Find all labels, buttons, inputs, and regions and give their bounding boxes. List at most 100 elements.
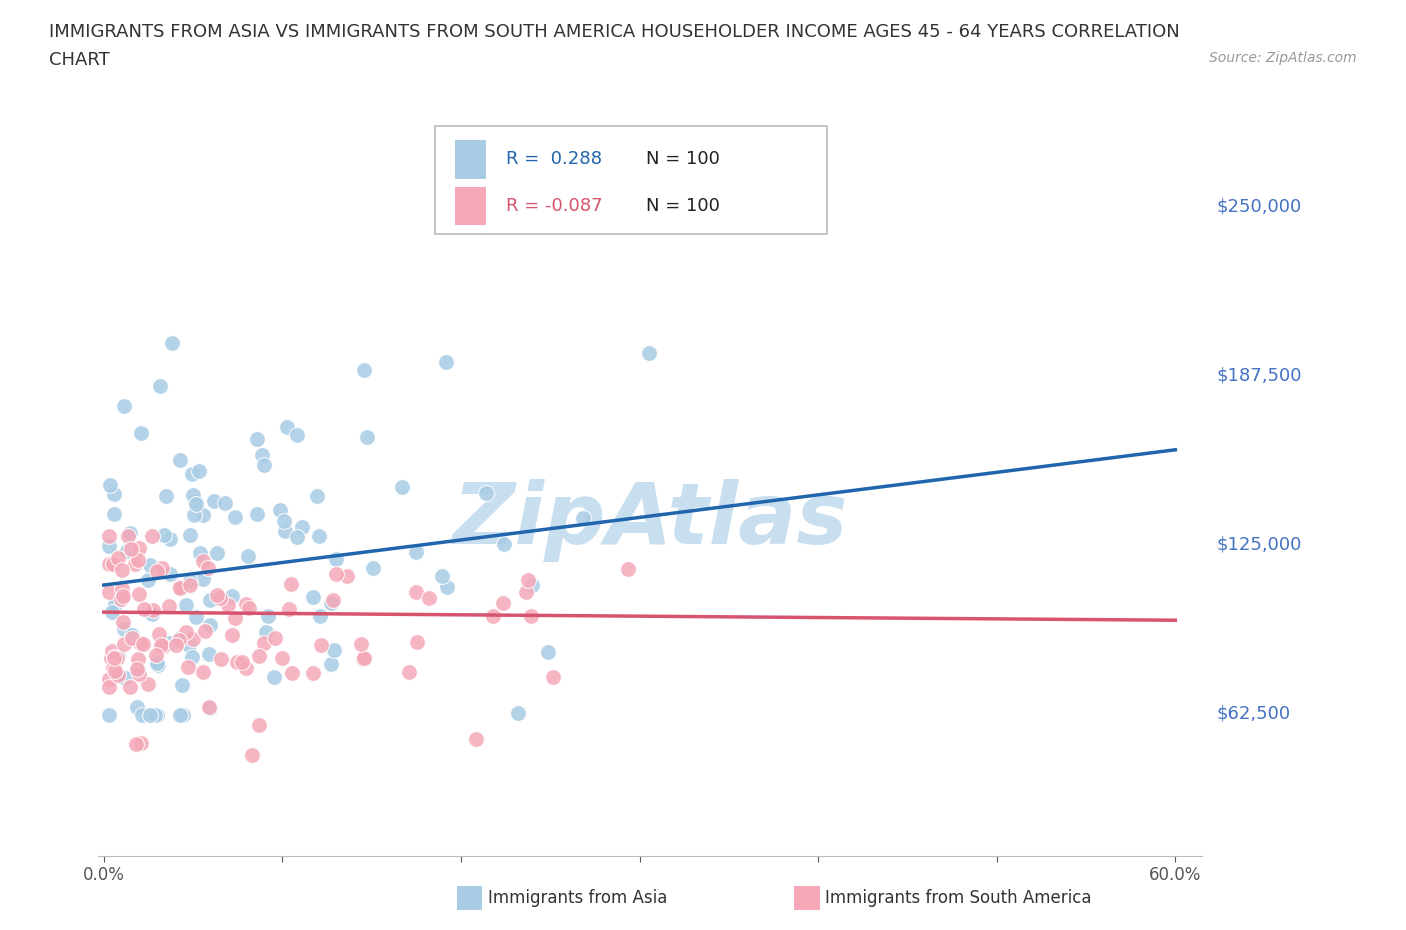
Point — [263, 670, 285, 684]
Point — [236, 549, 259, 564]
Point — [184, 494, 207, 509]
Point — [169, 708, 191, 723]
Point — [179, 574, 201, 589]
Point — [159, 566, 181, 581]
Point — [112, 622, 135, 637]
Point — [127, 662, 149, 677]
Point — [100, 604, 122, 619]
Point — [249, 718, 271, 733]
Text: N = 100: N = 100 — [645, 151, 720, 168]
Point — [183, 507, 205, 522]
Point — [353, 651, 375, 666]
Point — [231, 654, 253, 669]
Point — [103, 660, 125, 675]
Point — [188, 546, 211, 561]
Point — [405, 584, 427, 599]
Point — [224, 610, 246, 625]
Point — [250, 447, 273, 462]
Point — [98, 538, 121, 553]
Point — [302, 590, 325, 604]
Point — [302, 665, 325, 680]
Point — [356, 430, 378, 445]
Point — [103, 649, 125, 664]
Point — [246, 507, 269, 522]
Point — [129, 635, 152, 650]
Point — [103, 650, 125, 665]
Point — [391, 479, 413, 494]
Point — [271, 650, 294, 665]
Point — [131, 708, 153, 723]
Point — [322, 593, 344, 608]
Point — [246, 432, 269, 446]
Point — [139, 558, 162, 573]
Point — [363, 561, 385, 576]
Point — [125, 700, 148, 715]
Point — [181, 649, 204, 664]
Point — [180, 467, 202, 482]
Point — [209, 651, 232, 666]
Point — [571, 511, 593, 525]
Point — [482, 609, 505, 624]
Point — [465, 732, 488, 747]
Point — [149, 379, 172, 393]
Point — [198, 700, 221, 715]
Point — [98, 556, 121, 571]
Text: $187,500: $187,500 — [1216, 366, 1302, 384]
Point — [104, 663, 127, 678]
Point — [226, 655, 249, 670]
Point — [321, 657, 343, 671]
Point — [336, 568, 359, 583]
Point — [150, 561, 173, 576]
Point — [187, 464, 209, 479]
Point — [169, 453, 191, 468]
Point — [146, 658, 169, 672]
Point — [543, 669, 565, 684]
Point — [143, 708, 166, 723]
Point — [165, 637, 187, 652]
Point — [492, 537, 515, 551]
Point — [98, 478, 121, 493]
Point — [309, 609, 332, 624]
Point — [221, 589, 243, 604]
Point — [249, 649, 271, 664]
Point — [127, 552, 149, 567]
Point — [128, 587, 150, 602]
Point — [184, 497, 207, 512]
Point — [285, 427, 308, 442]
Point — [129, 426, 152, 441]
Point — [120, 679, 142, 694]
Point — [198, 699, 221, 714]
Point — [181, 487, 204, 502]
Point — [139, 708, 162, 723]
Point — [177, 638, 200, 653]
Point — [405, 544, 427, 559]
Point — [169, 579, 191, 594]
Point — [142, 603, 165, 618]
Point — [121, 631, 143, 645]
Point — [124, 556, 146, 571]
Point — [155, 489, 177, 504]
Text: R =  0.288: R = 0.288 — [506, 151, 602, 168]
Point — [98, 708, 121, 723]
Bar — [456, 140, 486, 179]
Point — [152, 639, 174, 654]
Point — [217, 597, 239, 612]
Point — [179, 578, 201, 592]
Point — [418, 591, 440, 605]
Point — [242, 747, 264, 762]
Point — [205, 587, 228, 602]
Point — [508, 706, 530, 721]
Point — [118, 525, 141, 540]
Point — [323, 643, 346, 658]
Point — [157, 635, 180, 650]
Point — [169, 631, 191, 645]
Point — [153, 527, 176, 542]
Point — [117, 529, 139, 544]
Point — [436, 579, 458, 594]
Point — [321, 596, 343, 611]
Point — [198, 592, 221, 607]
Point — [112, 637, 135, 652]
Point — [235, 660, 257, 675]
Point — [325, 551, 347, 566]
Point — [214, 496, 236, 511]
